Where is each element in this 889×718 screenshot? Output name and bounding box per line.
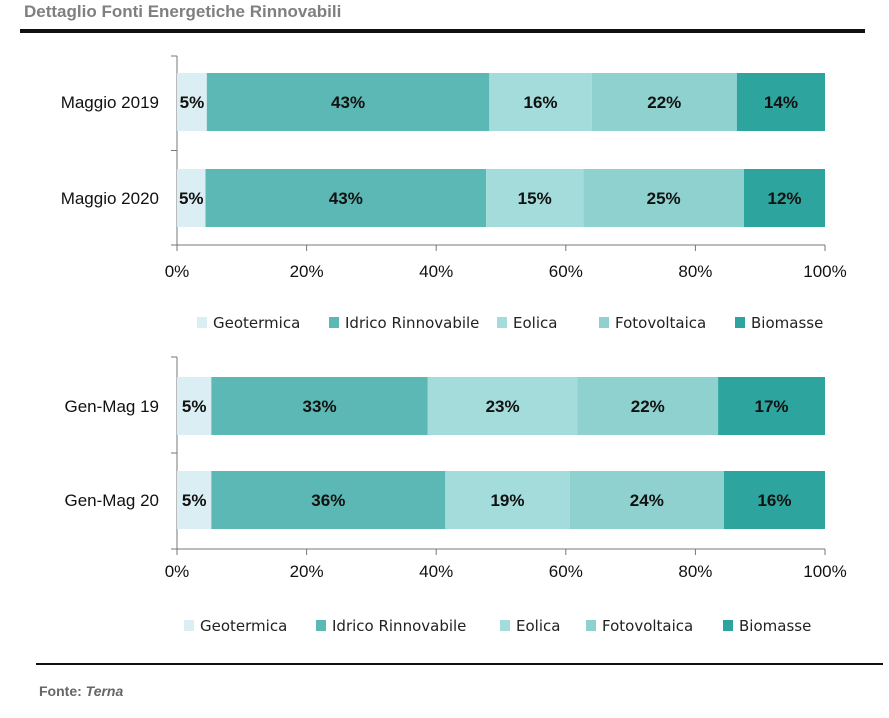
data-label: 43% xyxy=(329,189,363,208)
bar-segment xyxy=(486,169,584,227)
legend-swatch xyxy=(197,317,207,328)
title-divider xyxy=(20,29,865,33)
bar-segment xyxy=(177,377,212,435)
legend-swatch xyxy=(316,620,326,631)
bar-segment xyxy=(206,73,490,131)
data-label: 22% xyxy=(631,397,665,416)
bar-segment xyxy=(736,73,825,131)
legend-entry: Idrico Rinnovabile xyxy=(345,314,479,332)
bar-segment xyxy=(723,471,825,529)
data-label: 16% xyxy=(524,93,558,112)
bar-segment xyxy=(205,169,487,227)
data-label: 33% xyxy=(303,397,337,416)
x-tick-label: 0% xyxy=(165,262,190,281)
data-label: 22% xyxy=(647,93,681,112)
x-tick-label: 20% xyxy=(290,562,324,581)
bar-segment xyxy=(445,471,570,529)
source-label: Fonte: xyxy=(39,683,82,699)
bar-segment xyxy=(489,73,592,131)
x-tick-label: 40% xyxy=(419,562,453,581)
x-tick-label: 0% xyxy=(165,562,190,581)
x-tick-label: 60% xyxy=(549,562,583,581)
data-label: 17% xyxy=(755,397,789,416)
legend-entry: Fotovoltaica xyxy=(615,314,706,332)
category-label: Maggio 2020 xyxy=(61,189,159,208)
category-label: Maggio 2019 xyxy=(61,93,159,112)
bar-segment xyxy=(211,471,446,529)
bar-segment xyxy=(177,471,212,529)
x-tick-label: 20% xyxy=(290,262,324,281)
bar-segment xyxy=(577,377,719,435)
legend-entry: Geotermica xyxy=(213,314,300,332)
bar-segment xyxy=(177,169,206,227)
x-tick-label: 80% xyxy=(678,262,712,281)
legend-swatch xyxy=(586,620,596,631)
data-label: 5% xyxy=(180,93,205,112)
data-label: 24% xyxy=(630,491,664,510)
data-label: 14% xyxy=(764,93,798,112)
legend-swatch xyxy=(184,620,194,631)
x-tick-label: 100% xyxy=(803,562,846,581)
category-label: Gen-Mag 19 xyxy=(65,397,160,416)
footer-divider xyxy=(36,663,883,665)
source-name: Terna xyxy=(85,683,124,699)
legend-swatch xyxy=(500,620,510,631)
x-tick-label: 100% xyxy=(803,262,846,281)
data-label: 12% xyxy=(767,189,801,208)
data-label: 23% xyxy=(486,397,520,416)
bar-segment xyxy=(569,471,724,529)
legend-entry: Biomasse xyxy=(739,617,811,635)
x-tick-label: 60% xyxy=(549,262,583,281)
data-label: 43% xyxy=(331,93,365,112)
legend-entry: Fotovoltaica xyxy=(602,617,693,635)
x-tick-label: 40% xyxy=(419,262,453,281)
data-label: 19% xyxy=(490,491,524,510)
legend-entry: Eolica xyxy=(513,314,557,332)
legend-swatch xyxy=(497,317,507,328)
bar-segment xyxy=(744,169,825,227)
data-label: 15% xyxy=(518,189,552,208)
legend-swatch xyxy=(329,317,339,328)
bar-segment xyxy=(583,169,744,227)
source-note: Fonte: Terna xyxy=(39,683,123,699)
category-label: Gen-Mag 20 xyxy=(65,491,160,510)
page-title: Dettaglio Fonti Energetiche Rinnovabili xyxy=(24,2,342,21)
bar-segment xyxy=(718,377,825,435)
bar-segment xyxy=(177,73,207,131)
legend-entry: Biomasse xyxy=(751,314,823,332)
bar-segment xyxy=(427,377,578,435)
data-label: 16% xyxy=(757,491,791,510)
data-label: 5% xyxy=(179,189,204,208)
x-tick-label: 80% xyxy=(678,562,712,581)
bar-segment xyxy=(591,73,737,131)
data-label: 5% xyxy=(182,491,207,510)
legend-entry: Eolica xyxy=(516,617,560,635)
data-label: 5% xyxy=(182,397,207,416)
legend-swatch xyxy=(735,317,745,328)
legend-entry: Idrico Rinnovabile xyxy=(332,617,466,635)
bar-segment xyxy=(211,377,428,435)
data-label: 36% xyxy=(311,491,345,510)
legend-swatch xyxy=(599,317,609,328)
data-label: 25% xyxy=(647,189,681,208)
legend-swatch xyxy=(723,620,733,631)
legend-entry: Geotermica xyxy=(200,617,287,635)
